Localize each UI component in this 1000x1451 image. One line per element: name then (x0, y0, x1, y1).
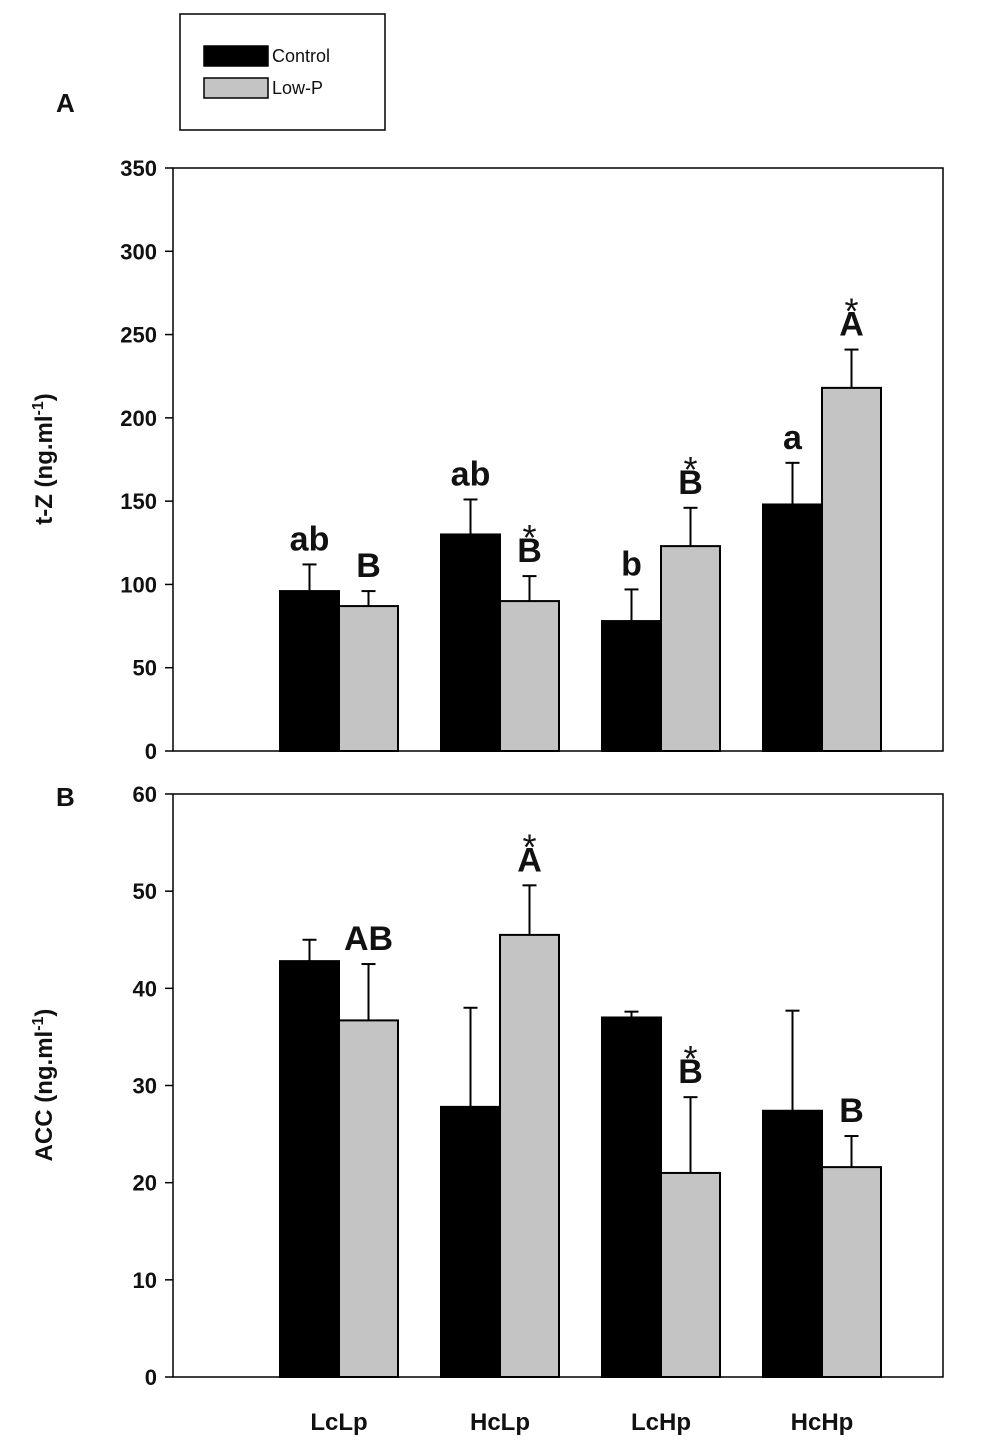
panel-a: A t-Z (ng.ml-1) 050100150200250300350abB… (30, 88, 944, 764)
panel-b-bar-lclp-control (279, 960, 340, 1378)
panel-b-sig-letter-hclp-lowp: A (517, 841, 542, 879)
panel-b-sig-star-lchp-lowp: * (683, 1038, 697, 1079)
panel-b-bar-lchp-control (601, 1016, 662, 1378)
panel-a-ytick-label: 150 (120, 489, 157, 514)
panel-b-ytick-label: 50 (133, 879, 157, 904)
legend-box (179, 13, 386, 131)
panel-b-bar-lclp-lowp (338, 1019, 399, 1378)
panel-a-sig-star-hclp-lowp: * (522, 517, 536, 558)
panel-b-ytick-label: 30 (133, 1074, 157, 1099)
panel-a-sig-star-lchp-lowp: * (683, 449, 697, 490)
panel-b-bar-hclp-lowp (499, 933, 560, 1378)
panel-b-ytick-label: 20 (133, 1171, 157, 1196)
legend: Control Low-P (179, 13, 386, 131)
panel-a-label: A (56, 88, 75, 118)
panel-a-bar-lclp-control (279, 590, 340, 752)
panel-b-bar-hchp-control (762, 1109, 823, 1378)
panel-a-sig-letter-hchp-control: a (783, 419, 803, 457)
panel-a-sig-letter-lclp-lowp: B (356, 547, 381, 585)
panel-a-ytick-label: 300 (120, 239, 157, 264)
panel-a-ytick-label: 200 (120, 406, 157, 431)
panel-b-sig-letter-lclp-lowp: AB (344, 920, 393, 958)
panel-a-bar-hchp-lowp (821, 386, 882, 752)
panel-a-sig-star-hchp-lowp: * (844, 291, 858, 332)
x-axis-labels: LcLp HcLp LcHp HcHp (310, 1409, 853, 1436)
panel-b-ytick-label: 0 (145, 1365, 157, 1390)
x-category-label-hchp: HcHp (791, 1409, 854, 1436)
x-category-label-hclp: HcLp (470, 1409, 530, 1436)
panel-a-bar-hclp-control (440, 533, 501, 753)
x-category-label-lclp: LcLp (310, 1409, 367, 1436)
panel-b-bar-lchp-lowp (660, 1171, 721, 1378)
x-category-label-lchp: LcHp (631, 1409, 691, 1436)
panel-a-ytick-label: 250 (120, 323, 157, 348)
legend-swatch-control (203, 45, 269, 67)
legend-swatch-lowp (203, 77, 269, 99)
panel-b-bar-hclp-control (440, 1105, 501, 1379)
legend-label-lowp: Low-P (272, 78, 323, 98)
panel-a-sig-letter-hchp-lowp: A (839, 306, 864, 344)
legend-label-control: Control (272, 46, 330, 66)
panel-b-ylabel: ACC (ng.ml-1) (30, 1009, 58, 1162)
panel-a-sig-letter-lchp-control: b (621, 545, 642, 583)
panel-b-label: B (56, 782, 75, 812)
panel-a-ytick-label: 0 (145, 739, 157, 764)
panel-b-sig-letter-lchp-lowp: B (678, 1053, 703, 1091)
panel-a-ytick-label: 100 (120, 572, 157, 597)
panel-b-sig-letter-hchp-lowp: B (839, 1092, 864, 1130)
panel-b-bar-hchp-lowp (821, 1166, 882, 1378)
panel-b-sig-star-hclp-lowp: * (522, 826, 536, 867)
panel-b-ytick-label: 60 (133, 782, 157, 807)
panel-a-bar-hchp-control (762, 503, 823, 752)
panel-a-sig-letter-lclp-control: ab (290, 520, 330, 558)
panel-a-bar-lclp-lowp (338, 605, 399, 753)
panel-a-bar-lchp-lowp (660, 545, 721, 752)
panel-a-bar-lchp-control (601, 620, 662, 752)
panel-a-ytick-label: 50 (133, 656, 157, 681)
panel-b-ytick-label: 40 (133, 976, 157, 1001)
panel-a-ytick-label: 350 (120, 156, 157, 181)
panel-a-sig-letter-hclp-control: ab (451, 455, 491, 493)
panel-a-sig-letter-lchp-lowp: B (678, 464, 703, 502)
panel-a-sig-letter-hclp-lowp: B (517, 532, 542, 570)
panel-a-ylabel: t-Z (ng.ml-1) (30, 393, 58, 525)
panel-a-bar-hclp-lowp (499, 600, 560, 752)
panel-b-ytick-label: 10 (133, 1268, 157, 1293)
